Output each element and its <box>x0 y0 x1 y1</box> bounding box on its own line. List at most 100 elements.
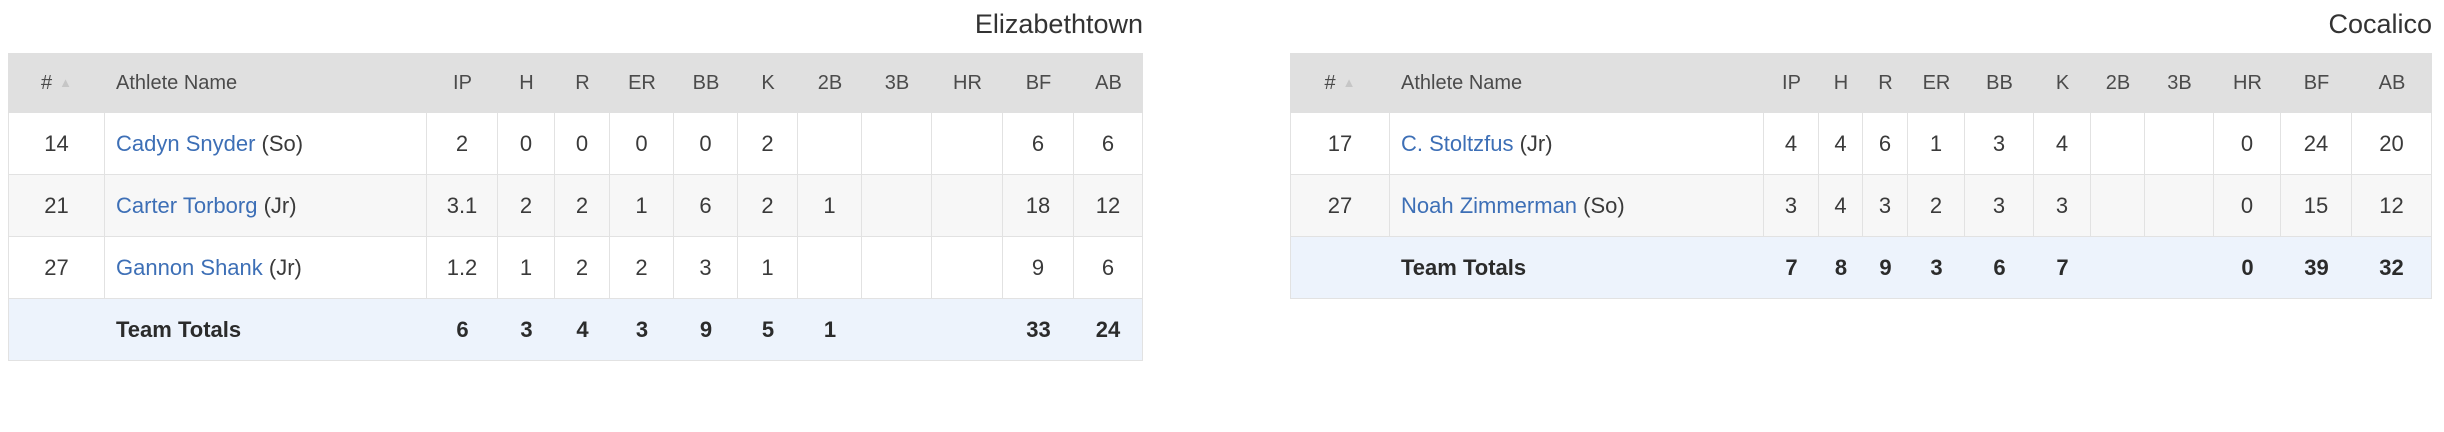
column-header-athlete-name[interactable]: Athlete Name <box>105 53 427 113</box>
column-header-bb[interactable]: BB <box>1965 53 2034 113</box>
athlete-row: 17 C. Stoltzfus (Jr) 4 4 6 1 3 4 0 24 20 <box>1290 113 2432 175</box>
column-header-h[interactable]: H <box>1819 53 1863 113</box>
stat-cell: 0 <box>610 113 674 175</box>
athlete-name-link[interactable]: Gannon Shank <box>116 254 263 280</box>
column-header-er[interactable]: ER <box>1908 53 1965 113</box>
total-stat-cell: 7 <box>2034 237 2091 299</box>
column-header-k[interactable]: K <box>738 53 798 113</box>
athlete-name-link[interactable]: Noah Zimmerman <box>1401 192 1578 218</box>
stat-cell: 15 <box>2281 175 2352 237</box>
stat-cell: 1 <box>498 237 555 299</box>
team-totals-label: Team Totals <box>1390 237 1764 299</box>
athlete-name-cell: Gannon Shank (Jr) <box>105 237 427 299</box>
stat-cell: 20 <box>2352 113 2432 175</box>
column-header-label: # <box>1324 71 1336 94</box>
column-header-hr[interactable]: HR <box>932 53 1003 113</box>
team-section-cocalico: Cocalico # ▲ Athlete Name IP H R ER BB K 2B 3B HR BF… <box>1290 8 2432 299</box>
team-title: Elizabethtown <box>974 9 1143 39</box>
stat-cell: 2 <box>498 175 555 237</box>
stat-cell: 1 <box>738 237 798 299</box>
column-header-label: K <box>761 71 775 94</box>
jersey-number-cell: 21 <box>8 175 105 237</box>
stat-cell: 2 <box>738 175 798 237</box>
column-header-label: HR <box>2233 71 2262 94</box>
total-stat-cell: 5 <box>738 299 798 361</box>
column-header-hr[interactable]: HR <box>2214 53 2281 113</box>
stat-cell <box>2091 175 2145 237</box>
column-header-2b[interactable]: 2B <box>798 53 862 113</box>
header-row: # ▲ Athlete Name IP H R ER BB K 2B 3B HR BF AB <box>1290 53 2432 113</box>
stat-cell: 2 <box>427 113 498 175</box>
athlete-name-link[interactable]: Cadyn Snyder <box>116 130 256 156</box>
stat-cell: 2 <box>738 113 798 175</box>
column-header-athlete-name[interactable]: Athlete Name <box>1390 53 1764 113</box>
column-header-bf[interactable]: BF <box>2281 53 2352 113</box>
stat-cell <box>862 237 932 299</box>
total-stat-cell <box>2091 237 2145 299</box>
stat-cell: 4 <box>1819 113 1863 175</box>
column-header-label: Athlete Name <box>1401 71 1523 94</box>
team-section-elizabethtown: Elizabethtown # ▲ Athlete Name IP H R ER BB K 2B 3… <box>8 8 1143 361</box>
column-header-2b[interactable]: 2B <box>2091 53 2145 113</box>
stat-cell: 0 <box>2214 113 2281 175</box>
athlete-grade: (Jr) <box>1519 130 1553 156</box>
stat-cell: 9 <box>1003 237 1074 299</box>
column-header-label: BB <box>692 71 720 94</box>
athlete-grade: (So) <box>1583 192 1625 218</box>
column-header-label: ER <box>1922 71 1951 94</box>
stat-cell: 18 <box>1003 175 1074 237</box>
column-header-label: ER <box>628 71 656 94</box>
athlete-name-link[interactable]: C. Stoltzfus <box>1401 130 1514 156</box>
column-header-num[interactable]: # ▲ <box>1290 53 1390 113</box>
stat-cell <box>862 175 932 237</box>
column-header-er[interactable]: ER <box>610 53 674 113</box>
stat-cell: 6 <box>1074 237 1143 299</box>
total-stat-cell: 1 <box>798 299 862 361</box>
total-stat-cell: 39 <box>2281 237 2352 299</box>
column-header-num[interactable]: # ▲ <box>8 53 105 113</box>
column-header-r[interactable]: R <box>1863 53 1908 113</box>
column-header-label: K <box>2055 71 2070 94</box>
stat-cell: 0 <box>674 113 738 175</box>
column-header-label: BF <box>1025 71 1052 94</box>
stat-cell: 1 <box>798 175 862 237</box>
column-header-label: # <box>41 71 53 94</box>
column-header-bb[interactable]: BB <box>674 53 738 113</box>
athlete-grade: (Jr) <box>263 192 297 218</box>
column-header-ab[interactable]: AB <box>2352 53 2432 113</box>
team-totals-row: Team Totals 6 3 4 3 9 5 1 33 24 <box>8 299 1143 361</box>
team-title: Cocalico <box>2328 9 2432 39</box>
stat-cell: 1 <box>610 175 674 237</box>
athlete-name-cell: Carter Torborg (Jr) <box>105 175 427 237</box>
total-stat-cell: 6 <box>1965 237 2034 299</box>
athlete-name-link[interactable]: Carter Torborg <box>116 192 258 218</box>
total-stat-cell <box>932 299 1003 361</box>
column-header-label: BF <box>2303 71 2330 94</box>
column-header-label: BB <box>1986 71 2013 94</box>
column-header-bf[interactable]: BF <box>1003 53 1074 113</box>
totals-blank-cell <box>8 299 105 361</box>
column-header-label: AB <box>2378 71 2406 94</box>
column-header-ip[interactable]: IP <box>1764 53 1819 113</box>
stat-cell <box>932 175 1003 237</box>
total-stat-cell: 0 <box>2214 237 2281 299</box>
column-header-h[interactable]: H <box>498 53 555 113</box>
sort-ascending-icon: ▲ <box>59 74 72 90</box>
team-totals-row: Team Totals 7 8 9 3 6 7 0 39 32 <box>1290 237 2432 299</box>
column-header-label: AB <box>1095 71 1122 94</box>
column-header-k[interactable]: K <box>2034 53 2091 113</box>
stat-cell: 0 <box>498 113 555 175</box>
column-header-label: H <box>1833 71 1849 94</box>
column-header-3b[interactable]: 3B <box>2145 53 2214 113</box>
stat-cell: 3 <box>1965 113 2034 175</box>
column-header-r[interactable]: R <box>555 53 610 113</box>
column-header-ab[interactable]: AB <box>1074 53 1143 113</box>
stat-cell: 2 <box>555 237 610 299</box>
column-header-3b[interactable]: 3B <box>862 53 932 113</box>
column-header-ip[interactable]: IP <box>427 53 498 113</box>
athlete-grade: (Jr) <box>268 254 302 280</box>
header-row: # ▲ Athlete Name IP H R ER BB K 2B 3B HR BF AB <box>8 53 1143 113</box>
team-totals-label: Team Totals <box>105 299 427 361</box>
stat-cell: 0 <box>555 113 610 175</box>
column-header-label: H <box>519 71 534 94</box>
